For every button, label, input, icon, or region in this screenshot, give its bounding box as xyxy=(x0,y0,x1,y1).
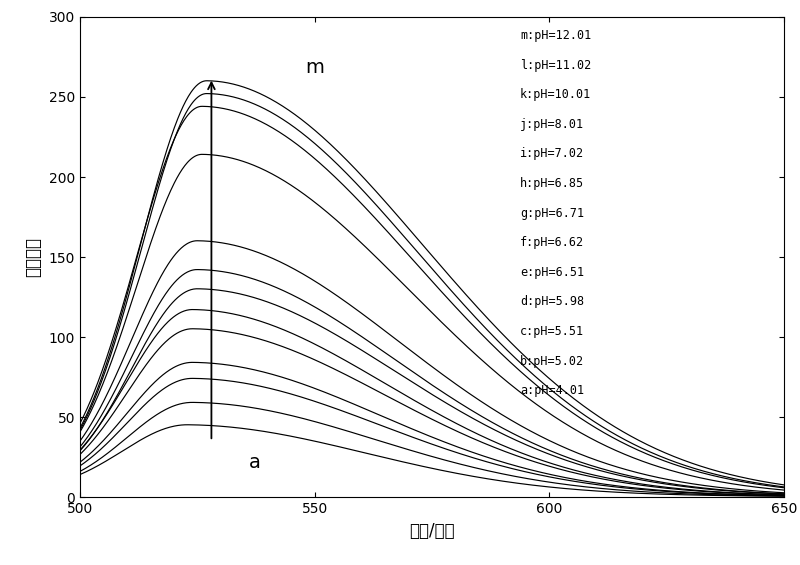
Text: i:pH=7.02: i:pH=7.02 xyxy=(520,147,584,160)
Text: b:pH=5.02: b:pH=5.02 xyxy=(520,355,584,368)
Text: e:pH=6.51: e:pH=6.51 xyxy=(520,266,584,279)
Text: a: a xyxy=(249,453,261,472)
Text: m: m xyxy=(306,58,324,77)
Text: d:pH=5.98: d:pH=5.98 xyxy=(520,295,584,308)
Text: k:pH=10.01: k:pH=10.01 xyxy=(520,88,591,101)
Text: c:pH=5.51: c:pH=5.51 xyxy=(520,325,584,338)
Text: j:pH=8.01: j:pH=8.01 xyxy=(520,118,584,131)
Text: a:pH=4.01: a:pH=4.01 xyxy=(520,384,584,397)
Text: f:pH=6.62: f:pH=6.62 xyxy=(520,236,584,249)
Text: g:pH=6.71: g:pH=6.71 xyxy=(520,207,584,220)
Text: h:pH=6.85: h:pH=6.85 xyxy=(520,177,584,190)
X-axis label: 波长/纳米: 波长/纳米 xyxy=(409,521,455,540)
Text: l:pH=11.02: l:pH=11.02 xyxy=(520,59,591,72)
Text: m:pH=12.01: m:pH=12.01 xyxy=(520,29,591,42)
Y-axis label: 荧光强度: 荧光强度 xyxy=(24,237,42,277)
